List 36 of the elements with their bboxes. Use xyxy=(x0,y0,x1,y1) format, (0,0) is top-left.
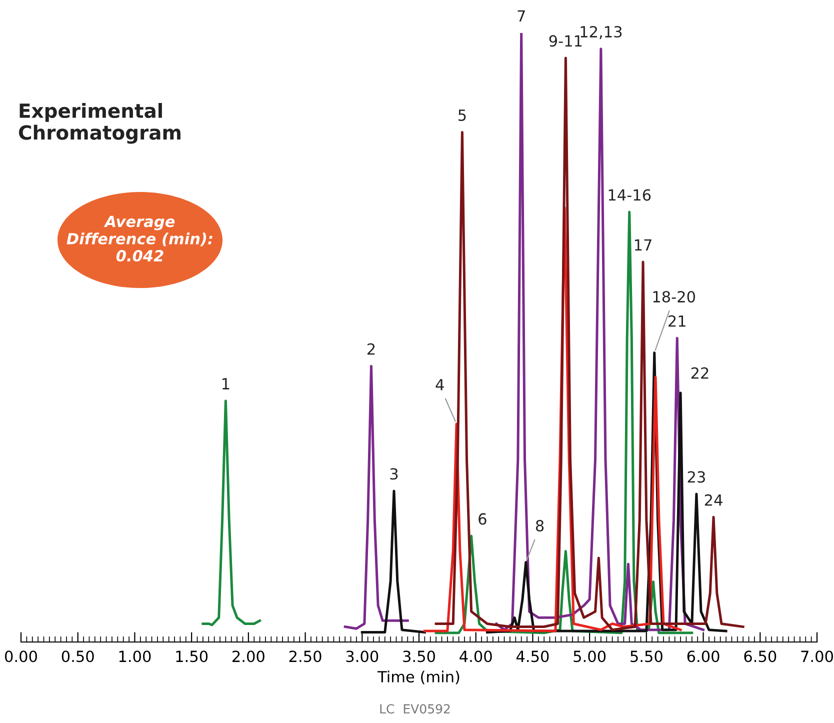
annotation: 1 xyxy=(222,378,230,390)
annotation: 3 xyxy=(390,468,398,480)
annotation: 8 xyxy=(536,520,544,532)
annotation: 24 xyxy=(704,494,722,506)
annotation: 6 xyxy=(478,513,486,525)
x-tick-label: 4.00 xyxy=(460,650,492,662)
text: LC EV0592 xyxy=(380,704,450,714)
x-axis-title: Time (min) xyxy=(377,670,460,684)
x-tick-label: 3.50 xyxy=(403,650,435,662)
x-tick-label: 7.00 xyxy=(801,650,833,662)
x-tick-label: 3.00 xyxy=(346,650,378,662)
x-tick-label: 4.50 xyxy=(516,650,549,662)
text: Experimental Chromatogram xyxy=(18,103,180,144)
annotation: 21 xyxy=(668,315,686,327)
annotation: 9-11 xyxy=(549,35,582,47)
annotation: 14-16 xyxy=(608,189,651,201)
annotation: 17 xyxy=(634,239,652,250)
annotation: 22 xyxy=(691,367,708,379)
annotation: 12,13 xyxy=(580,26,622,40)
x-tick-label: 5.00 xyxy=(574,650,606,662)
x-tick-label: 0.00 xyxy=(5,650,37,662)
x-tick-label: 6.00 xyxy=(687,650,720,662)
x-tick-label: 0.50 xyxy=(62,650,94,662)
annotation: 5 xyxy=(458,110,466,121)
x-tick-label: 2.00 xyxy=(232,650,264,662)
x-tick-label: 5.50 xyxy=(630,650,662,662)
annotation: 18-20 xyxy=(653,290,696,303)
annotation: 4 xyxy=(436,379,444,390)
annotation: Average Difference (min): 0.042 xyxy=(66,216,212,262)
annotation: 7 xyxy=(518,10,525,22)
x-tick-label: 1.00 xyxy=(119,650,151,662)
annotation: 23 xyxy=(688,471,705,483)
x-tick-label: 2.50 xyxy=(289,650,322,662)
x-tick-label: 6.50 xyxy=(744,650,776,662)
annotation: 2 xyxy=(368,343,375,355)
x-tick-label: 1.50 xyxy=(176,650,208,662)
